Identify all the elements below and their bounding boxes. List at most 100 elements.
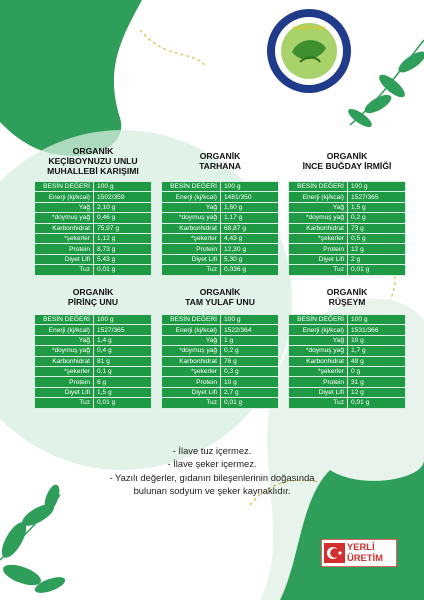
nutrition-table: BESİN DEĞERİ 100 g Enerji (kj/kcal) 1531/36…	[288, 313, 406, 409]
nutrient-value: 0,3 g	[220, 365, 279, 378]
nutrition-row: BESİN DEĞERİ 100 g	[34, 180, 152, 193]
nutrient-value: 1,60 g	[220, 201, 279, 214]
nutrient-name: Protein	[288, 243, 348, 255]
notes: - İlave tuz içermez. - İlave şeker içerm…	[60, 444, 364, 498]
nutrition-row: Enerji (kj/kcal) 1522/364	[161, 324, 279, 336]
nutrient-value: 100 g	[347, 180, 406, 193]
nutrient-value: 8,73 g	[93, 243, 152, 255]
nutrient-name: BESİN DEĞERİ	[34, 180, 94, 193]
nutrition-row: *doymuş yağ 0,2 g	[288, 212, 406, 224]
nutrient-name: *şekerler	[288, 365, 348, 378]
nutrition-row: Diyet Lifi 2 g	[288, 253, 406, 266]
nutrient-value: 1502/359	[93, 191, 152, 203]
nutrient-name: Diyet Lifi	[161, 253, 221, 266]
nutrition-row: *doymuş yağ 1,7 g	[288, 345, 406, 357]
nutrition-row: Enerji (kj/kcal) 1531/366	[288, 324, 406, 336]
nutrient-name: *doymuş yağ	[288, 345, 348, 357]
nutrition-table: BESİN DEĞERİ 100 g Enerji (kj/kcal) 1502/35…	[34, 180, 152, 276]
nutrient-name: Tuz	[288, 264, 348, 276]
nutrient-name: Yağ	[288, 334, 348, 347]
nutrition-row: Enerji (kj/kcal) 1481/350	[161, 191, 279, 203]
nutrient-name: *şekerler	[34, 365, 94, 378]
product-title: ORGANİK TARHANA	[161, 151, 279, 171]
nutrient-value: 2,10 g	[93, 201, 152, 214]
nutrient-name: BESİN DEĞERİ	[288, 180, 348, 193]
nutrient-name: *doymuş yağ	[161, 212, 221, 224]
nutrient-value: 12,30 g	[220, 243, 279, 255]
nutrient-value: 6 g	[93, 376, 152, 388]
product-title-line: ORGANİK	[326, 151, 368, 161]
nutrition-row: Enerji (kj/kcal) 1502/359	[34, 191, 152, 203]
nutrition-row: *şekerler 4,43 g	[161, 232, 279, 245]
nutrient-name: Diyet Lifi	[34, 386, 94, 399]
nutrition-row: Protein 10 g	[161, 376, 279, 388]
nutrient-name: Protein	[288, 376, 348, 388]
nutrition-row: Protein 31 g	[288, 376, 406, 388]
nutrition-row: Karbonhidrat 49 g	[288, 355, 406, 367]
nutrient-value: 0 g	[347, 365, 406, 378]
nutrient-value: 75,97 g	[93, 222, 152, 234]
product-title-line: ORGANİK	[72, 287, 114, 297]
product-title-line: ORGANİK	[199, 287, 241, 297]
nutrient-name: Tuz	[34, 264, 94, 276]
nutrient-value: 0,01 g	[220, 397, 279, 409]
note-line: - İlave şeker içermez.	[167, 458, 257, 470]
bottom-left-leaves	[0, 484, 66, 593]
nutrition-row: BESİN DEĞERİ 100 g	[288, 313, 406, 326]
nutrient-value: 0,01 g	[347, 397, 406, 409]
nutrient-name: Enerji (kj/kcal)	[288, 191, 348, 203]
nutrition-row: Diyet Lifi 5,30 g	[161, 253, 279, 266]
nutrition-row: *şekerler 0,3 g	[161, 365, 279, 378]
nutrient-name: Yağ	[288, 201, 348, 214]
product-title: ORGANİK İNCE BUĞDAY İRMİĞİ	[288, 151, 406, 171]
nutrient-value: 2 g	[347, 253, 406, 266]
nutrition-row: *şekerler 1,12 g	[34, 232, 152, 245]
nutrition-row: Karbonhidrat 73 g	[288, 222, 406, 234]
turkey-flag-icon	[324, 543, 345, 563]
badge-text: YERLİ ÜRETİM	[347, 541, 397, 563]
nutrient-value: 100 g	[220, 180, 279, 193]
nutrient-value: 5,43 g	[93, 253, 152, 266]
nutrient-name: Enerji (kj/kcal)	[34, 191, 94, 203]
nutrition-row: Tuz 0,01 g	[161, 397, 279, 409]
nutrient-value: 10 g	[347, 334, 406, 347]
nutrient-name: Enerji (kj/kcal)	[34, 324, 94, 336]
nutrition-row: BESİN DEĞERİ 100 g	[161, 180, 279, 193]
nutrient-name: Enerji (kj/kcal)	[288, 324, 348, 336]
nutrient-name: Enerji (kj/kcal)	[161, 191, 221, 203]
nutrition-row: Diyet Lifi 1,5 g	[34, 386, 152, 399]
nutrition-table: BESİN DEĞERİ 100 g Enerji (kj/kcal) 1527/36…	[288, 180, 406, 276]
nutrient-name: Yağ	[34, 201, 94, 214]
nutrient-value: 1,5 g	[347, 201, 406, 214]
nutrient-value: 100 g	[220, 313, 279, 326]
nutrient-value: 1481/350	[220, 191, 279, 203]
nutrient-value: 1,17 g	[220, 212, 279, 224]
product-title: ORGANİK KEÇİBOYNUZU UNLU MUHALLEBİ KARIŞIM…	[34, 146, 152, 176]
nutrient-value: 100 g	[93, 313, 152, 326]
nutrient-value: 1527/365	[93, 324, 152, 336]
nutrient-value: 68,87 g	[220, 222, 279, 234]
nutrient-name: Tuz	[161, 397, 221, 409]
nutrient-value: 0,5 g	[347, 232, 406, 245]
nutrition-row: Karbonhidrat 81 g	[34, 355, 152, 367]
nutrient-value: 100 g	[347, 313, 406, 326]
nutrition-row: Yağ 10 g	[288, 334, 406, 347]
nutrition-row: Tuz 0,036 g	[161, 264, 279, 276]
nutrition-row: Yağ 1,60 g	[161, 201, 279, 214]
nutrition-row: Enerji (kj/kcal) 1527/365	[34, 324, 152, 336]
nutrition-row: *şekerler 0,1 g	[34, 365, 152, 378]
nutrition-row: Enerji (kj/kcal) 1527/365	[288, 191, 406, 203]
nutrient-name: Karbonhidrat	[34, 355, 94, 367]
product-title-line: İNCE BUĞDAY İRMİĞİ	[302, 161, 392, 171]
nutrient-value: 10 g	[220, 376, 279, 388]
nutrient-value: 0,4 g	[93, 345, 152, 357]
nutrient-value: 1,5 g	[93, 386, 152, 399]
nutrition-row: *şekerler 0,5 g	[288, 232, 406, 245]
top-left-leaf-shape	[0, 0, 142, 156]
nutrition-row: BESİN DEĞERİ 100 g	[34, 313, 152, 326]
nutrition-row: Protein 6 g	[34, 376, 152, 388]
nutrient-value: 81 g	[93, 355, 152, 367]
note-line: bulunan sodyum ve şeker kaynaklıdır.	[133, 485, 291, 497]
nutrient-name: Protein	[161, 376, 221, 388]
nutrient-name: *doymuş yağ	[34, 212, 94, 224]
